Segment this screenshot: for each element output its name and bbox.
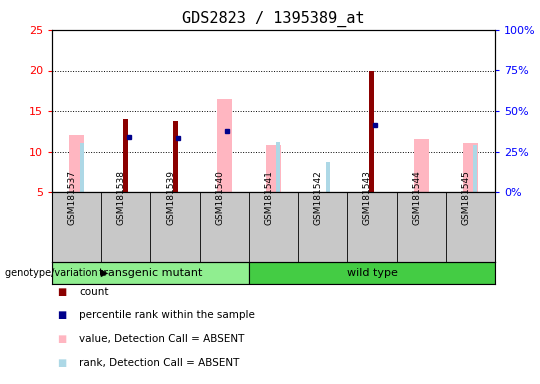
Bar <box>414 139 429 192</box>
Bar <box>474 145 477 192</box>
Text: ■: ■ <box>57 358 66 368</box>
Bar <box>369 71 374 192</box>
Bar <box>326 162 329 192</box>
Bar <box>123 119 129 192</box>
Text: genotype/variation ▶: genotype/variation ▶ <box>5 268 109 278</box>
Text: GSM181539: GSM181539 <box>166 170 175 225</box>
Text: GSM181545: GSM181545 <box>461 170 470 225</box>
Bar <box>69 135 84 192</box>
Bar <box>217 99 232 192</box>
Text: GSM181540: GSM181540 <box>215 170 224 225</box>
Text: value, Detection Call = ABSENT: value, Detection Call = ABSENT <box>79 334 245 344</box>
Text: GSM181538: GSM181538 <box>117 170 126 225</box>
Bar <box>463 143 478 192</box>
Text: GSM181544: GSM181544 <box>412 170 421 225</box>
Text: ■: ■ <box>57 311 66 321</box>
Bar <box>249 262 495 284</box>
Bar <box>266 145 281 192</box>
Bar <box>173 121 178 192</box>
Text: percentile rank within the sample: percentile rank within the sample <box>79 311 255 321</box>
Text: GSM181543: GSM181543 <box>363 170 372 225</box>
Text: transgenic mutant: transgenic mutant <box>99 268 202 278</box>
Title: GDS2823 / 1395389_at: GDS2823 / 1395389_at <box>183 11 364 27</box>
Text: ■: ■ <box>57 287 66 297</box>
Bar <box>79 143 84 192</box>
Text: count: count <box>79 287 109 297</box>
Bar <box>276 142 280 192</box>
Text: wild type: wild type <box>347 268 397 278</box>
Text: ■: ■ <box>57 334 66 344</box>
Text: GSM181542: GSM181542 <box>314 170 323 225</box>
Text: rank, Detection Call = ABSENT: rank, Detection Call = ABSENT <box>79 358 239 368</box>
Bar <box>52 262 249 284</box>
Text: GSM181541: GSM181541 <box>265 170 273 225</box>
Text: GSM181537: GSM181537 <box>68 170 77 225</box>
